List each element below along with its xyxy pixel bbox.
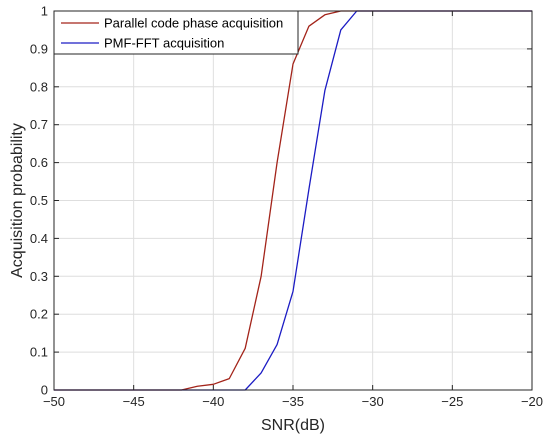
legend-label-pmf-fft: PMF-FFT acquisition	[104, 36, 224, 51]
legend-label-parallel: Parallel code phase acquisition	[104, 16, 283, 31]
x-tick-label: −50	[43, 394, 65, 409]
y-tick-label: 0.4	[30, 231, 48, 246]
y-tick-label: 0.8	[30, 79, 48, 94]
y-tick-label: 0.6	[30, 155, 48, 170]
legend: Parallel code phase acquisition PMF-FFT …	[53, 10, 299, 55]
y-tick-label: 0.5	[30, 193, 48, 208]
y-ticks: 0 0.1 0.2 0.3 0.4 0.5 0.6 0.7 0.8 0.9 1	[30, 4, 532, 398]
x-tick-label: −30	[362, 394, 384, 409]
x-tick-label: −45	[123, 394, 145, 409]
x-axis-label: SNR(dB)	[261, 417, 325, 434]
y-axis-label: Acquisition probability	[9, 123, 26, 278]
x-tick-label: −25	[441, 394, 463, 409]
x-tick-label: −35	[282, 394, 304, 409]
x-tick-label: −40	[202, 394, 224, 409]
y-tick-label: 0	[41, 383, 48, 398]
x-tick-label: −20	[521, 394, 543, 409]
y-tick-label: 0.1	[30, 345, 48, 360]
y-tick-label: 0.9	[30, 41, 48, 56]
y-tick-label: 1	[41, 4, 48, 19]
legend-box	[53, 10, 299, 55]
y-tick-label: 0.7	[30, 117, 48, 132]
y-tick-label: 0.2	[30, 307, 48, 322]
y-tick-label: 0.3	[30, 269, 48, 284]
